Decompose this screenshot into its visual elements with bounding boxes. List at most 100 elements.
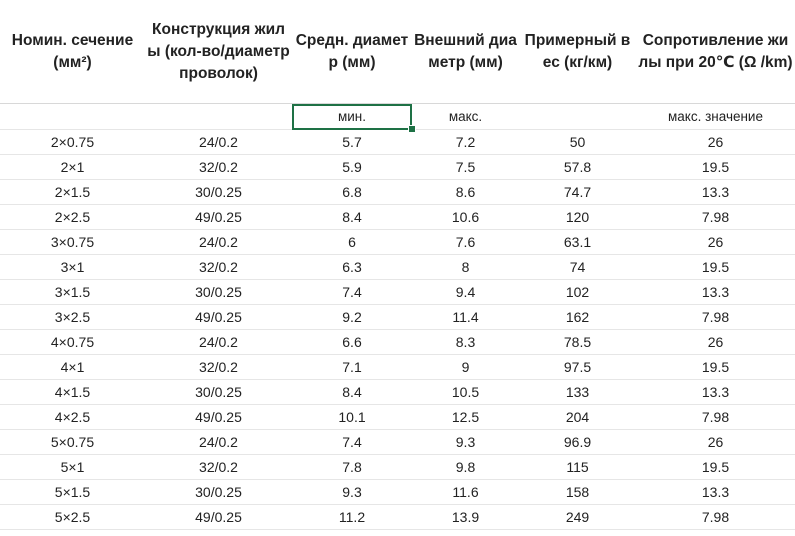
table-cell[interactable]: 7.1 bbox=[292, 354, 412, 380]
table-cell[interactable]: 74.7 bbox=[519, 179, 636, 205]
table-cell[interactable]: 13.3 bbox=[636, 279, 795, 305]
table-cell[interactable]: 7.2 bbox=[412, 129, 519, 155]
table-cell[interactable]: 11.4 bbox=[412, 304, 519, 330]
table-cell[interactable]: 5×0.75 bbox=[0, 429, 145, 455]
table-cell[interactable]: 115 bbox=[519, 454, 636, 480]
table-cell[interactable]: 32/0.2 bbox=[145, 354, 292, 380]
table-cell[interactable]: 2×0.75 bbox=[0, 129, 145, 155]
table-cell[interactable]: 249 bbox=[519, 504, 636, 530]
table-cell[interactable]: 2×2.5 bbox=[0, 204, 145, 230]
table-cell[interactable]: 4×1.5 bbox=[0, 379, 145, 405]
table-cell[interactable]: 9.8 bbox=[412, 454, 519, 480]
table-cell[interactable]: 8 bbox=[412, 254, 519, 280]
table-cell[interactable]: 24/0.2 bbox=[145, 129, 292, 155]
table-cell[interactable]: 30/0.25 bbox=[145, 379, 292, 405]
table-cell[interactable]: 9.4 bbox=[412, 279, 519, 305]
table-cell[interactable]: 19.5 bbox=[636, 254, 795, 280]
table-cell[interactable]: 26 bbox=[636, 429, 795, 455]
table-cell[interactable]: 7.98 bbox=[636, 304, 795, 330]
table-cell[interactable]: 3×2.5 bbox=[0, 304, 145, 330]
table-cell[interactable]: 3×0.75 bbox=[0, 229, 145, 255]
table-cell[interactable]: 9.3 bbox=[292, 479, 412, 505]
table-cell[interactable]: 3×1 bbox=[0, 254, 145, 280]
table-cell[interactable]: 13.3 bbox=[636, 179, 795, 205]
subheader-cell[interactable] bbox=[519, 103, 636, 130]
table-cell[interactable]: 30/0.25 bbox=[145, 179, 292, 205]
table-cell[interactable]: 24/0.2 bbox=[145, 429, 292, 455]
table-cell[interactable]: 4×2.5 bbox=[0, 404, 145, 430]
table-cell[interactable]: 6 bbox=[292, 229, 412, 255]
table-cell[interactable]: 3×1.5 bbox=[0, 279, 145, 305]
table-cell[interactable]: 7.8 bbox=[292, 454, 412, 480]
table-cell[interactable]: 32/0.2 bbox=[145, 454, 292, 480]
table-cell[interactable]: 78.5 bbox=[519, 329, 636, 355]
table-cell[interactable]: 120 bbox=[519, 204, 636, 230]
table-cell[interactable]: 10.1 bbox=[292, 404, 412, 430]
table-cell[interactable]: 97.5 bbox=[519, 354, 636, 380]
table-cell[interactable]: 13.3 bbox=[636, 379, 795, 405]
table-cell[interactable]: 9.2 bbox=[292, 304, 412, 330]
table-cell[interactable]: 74 bbox=[519, 254, 636, 280]
table-cell[interactable]: 26 bbox=[636, 229, 795, 255]
table-cell[interactable]: 8.6 bbox=[412, 179, 519, 205]
table-cell[interactable]: 7.98 bbox=[636, 204, 795, 230]
table-cell[interactable]: 63.1 bbox=[519, 229, 636, 255]
table-cell[interactable]: 4×0.75 bbox=[0, 329, 145, 355]
subheader-cell-max[interactable]: макс. bbox=[412, 103, 519, 130]
table-cell[interactable]: 50 bbox=[519, 129, 636, 155]
table-cell[interactable]: 5×2.5 bbox=[0, 504, 145, 530]
table-cell[interactable]: 49/0.25 bbox=[145, 304, 292, 330]
selected-cell-min[interactable]: мин. bbox=[292, 103, 416, 133]
table-cell[interactable]: 49/0.25 bbox=[145, 504, 292, 530]
table-cell[interactable]: 32/0.2 bbox=[145, 154, 292, 180]
table-cell[interactable]: 26 bbox=[636, 329, 795, 355]
table-cell[interactable]: 57.8 bbox=[519, 154, 636, 180]
table-cell[interactable]: 19.5 bbox=[636, 454, 795, 480]
table-cell[interactable]: 49/0.25 bbox=[145, 404, 292, 430]
header-cross-section[interactable]: Номин. сечение (мм²) bbox=[0, 0, 145, 104]
table-cell[interactable]: 5×1.5 bbox=[0, 479, 145, 505]
table-cell[interactable]: 30/0.25 bbox=[145, 479, 292, 505]
table-cell[interactable]: 5.9 bbox=[292, 154, 412, 180]
table-cell[interactable]: 12.5 bbox=[412, 404, 519, 430]
subheader-cell[interactable] bbox=[145, 103, 292, 130]
table-cell[interactable]: 6.8 bbox=[292, 179, 412, 205]
table-cell[interactable]: 7.5 bbox=[412, 154, 519, 180]
table-cell[interactable]: 5×1 bbox=[0, 454, 145, 480]
table-cell[interactable]: 9 bbox=[412, 354, 519, 380]
table-cell[interactable]: 204 bbox=[519, 404, 636, 430]
table-cell[interactable]: 9.3 bbox=[412, 429, 519, 455]
table-cell[interactable]: 7.98 bbox=[636, 504, 795, 530]
table-cell[interactable]: 7.6 bbox=[412, 229, 519, 255]
table-cell[interactable]: 10.6 bbox=[412, 204, 519, 230]
table-cell[interactable]: 5.7 bbox=[292, 129, 412, 155]
table-cell[interactable]: 2×1.5 bbox=[0, 179, 145, 205]
table-cell[interactable]: 10.5 bbox=[412, 379, 519, 405]
table-cell[interactable]: 19.5 bbox=[636, 354, 795, 380]
table-cell[interactable]: 26 bbox=[636, 129, 795, 155]
table-cell[interactable]: 49/0.25 bbox=[145, 204, 292, 230]
table-cell[interactable]: 13.9 bbox=[412, 504, 519, 530]
table-cell[interactable]: 7.4 bbox=[292, 279, 412, 305]
table-cell[interactable]: 133 bbox=[519, 379, 636, 405]
table-cell[interactable]: 24/0.2 bbox=[145, 329, 292, 355]
header-conductor-resistance[interactable]: Сопротивление жилы при 20℃ (Ω /km) bbox=[636, 0, 795, 104]
table-cell[interactable]: 19.5 bbox=[636, 154, 795, 180]
table-cell[interactable]: 158 bbox=[519, 479, 636, 505]
table-cell[interactable]: 11.6 bbox=[412, 479, 519, 505]
table-cell[interactable]: 8.4 bbox=[292, 379, 412, 405]
subheader-cell[interactable] bbox=[0, 103, 145, 130]
table-cell[interactable]: 102 bbox=[519, 279, 636, 305]
table-cell[interactable]: 11.2 bbox=[292, 504, 412, 530]
table-cell[interactable]: 4×1 bbox=[0, 354, 145, 380]
table-cell[interactable]: 2×1 bbox=[0, 154, 145, 180]
fill-handle[interactable] bbox=[408, 125, 416, 133]
header-approx-weight[interactable]: Примерный вес (кг/км) bbox=[519, 0, 636, 104]
subheader-cell-max-value[interactable]: макс. значение bbox=[636, 103, 795, 130]
table-cell[interactable]: 162 bbox=[519, 304, 636, 330]
table-cell[interactable]: 32/0.2 bbox=[145, 254, 292, 280]
table-cell[interactable]: 96.9 bbox=[519, 429, 636, 455]
table-cell[interactable]: 8.4 bbox=[292, 204, 412, 230]
table-cell[interactable]: 7.98 bbox=[636, 404, 795, 430]
table-cell[interactable]: 7.4 bbox=[292, 429, 412, 455]
